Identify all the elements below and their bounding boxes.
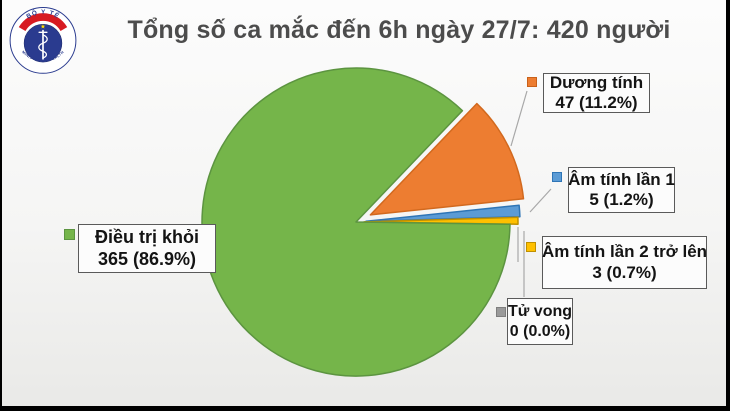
callout-am-tinh-lan-2: Âm tính lần 2 trở lên 3 (0.7%) [542, 236, 707, 289]
logo-top-text: BỘ Y TẾ [25, 7, 62, 20]
leader-line-am-tinh-lan-1 [529, 188, 552, 213]
legend-marker-dieu-tri-khoi [64, 229, 75, 240]
callout-dieu-tri-khoi-label: Điều trị khỏi [94, 226, 199, 247]
letterbox-left-bar [0, 0, 2, 411]
callout-duong-tinh: Dương tính 47 (11.2%) [543, 73, 650, 113]
logo-star-icon: ★ [40, 24, 46, 31]
callout-dieu-tri-khoi-value: 365 (86.9%) [97, 248, 197, 269]
callout-tu-vong-value: 0 (0.0%) [509, 322, 571, 340]
callout-tu-vong: Tử vong 0 (0.0%) [507, 298, 573, 345]
legend-marker-am-tinh-lan-2 [526, 242, 536, 252]
letterbox-right-bar [726, 0, 730, 411]
callout-duong-tinh-value: 47 (11.2%) [555, 93, 638, 112]
legend-marker-am-tinh-lan-1 [552, 172, 562, 182]
callout-am-tinh-lan-2-value: 3 (0.7%) [592, 262, 657, 282]
legend-marker-duong-tinh [527, 77, 537, 87]
callout-tu-vong-label: Tử vong [507, 303, 573, 321]
leader-line-duong-tinh [510, 90, 528, 147]
pie-slice-am-tinh-lan-1 [365, 204, 521, 223]
legend-marker-tu-vong [496, 307, 506, 317]
moh-logo: ★ BỘ Y TẾ MINISTRY OF HEALTH [8, 4, 78, 74]
letterbox-bottom-bar [0, 406, 730, 411]
callout-am-tinh-lan-1-value: 5 (1.2%) [589, 190, 654, 209]
callout-dieu-tri-khoi: Điều trị khỏi 365 (86.9%) [78, 224, 216, 273]
logo-red-band [18, 13, 68, 31]
callout-am-tinh-lan-2-label: Âm tính lần 2 trở lên [541, 242, 708, 262]
chart-title: Tổng số ca mắc đến 6h ngày 27/7: 420 ngư… [127, 16, 671, 44]
callout-am-tinh-lan-1: Âm tính lần 1 5 (1.2%) [568, 167, 675, 213]
moh-logo-emblem: ★ BỘ Y TẾ MINISTRY OF HEALTH [9, 7, 77, 74]
pie-slice-duong-tinh [369, 102, 525, 216]
callout-duong-tinh-label: Dương tính [549, 72, 644, 92]
callout-am-tinh-lan-1-label: Âm tính lần 1 [568, 169, 675, 189]
pie-slice-dieu-tri-khoi [201, 67, 511, 377]
rod-of-asclepius-icon [38, 29, 48, 61]
